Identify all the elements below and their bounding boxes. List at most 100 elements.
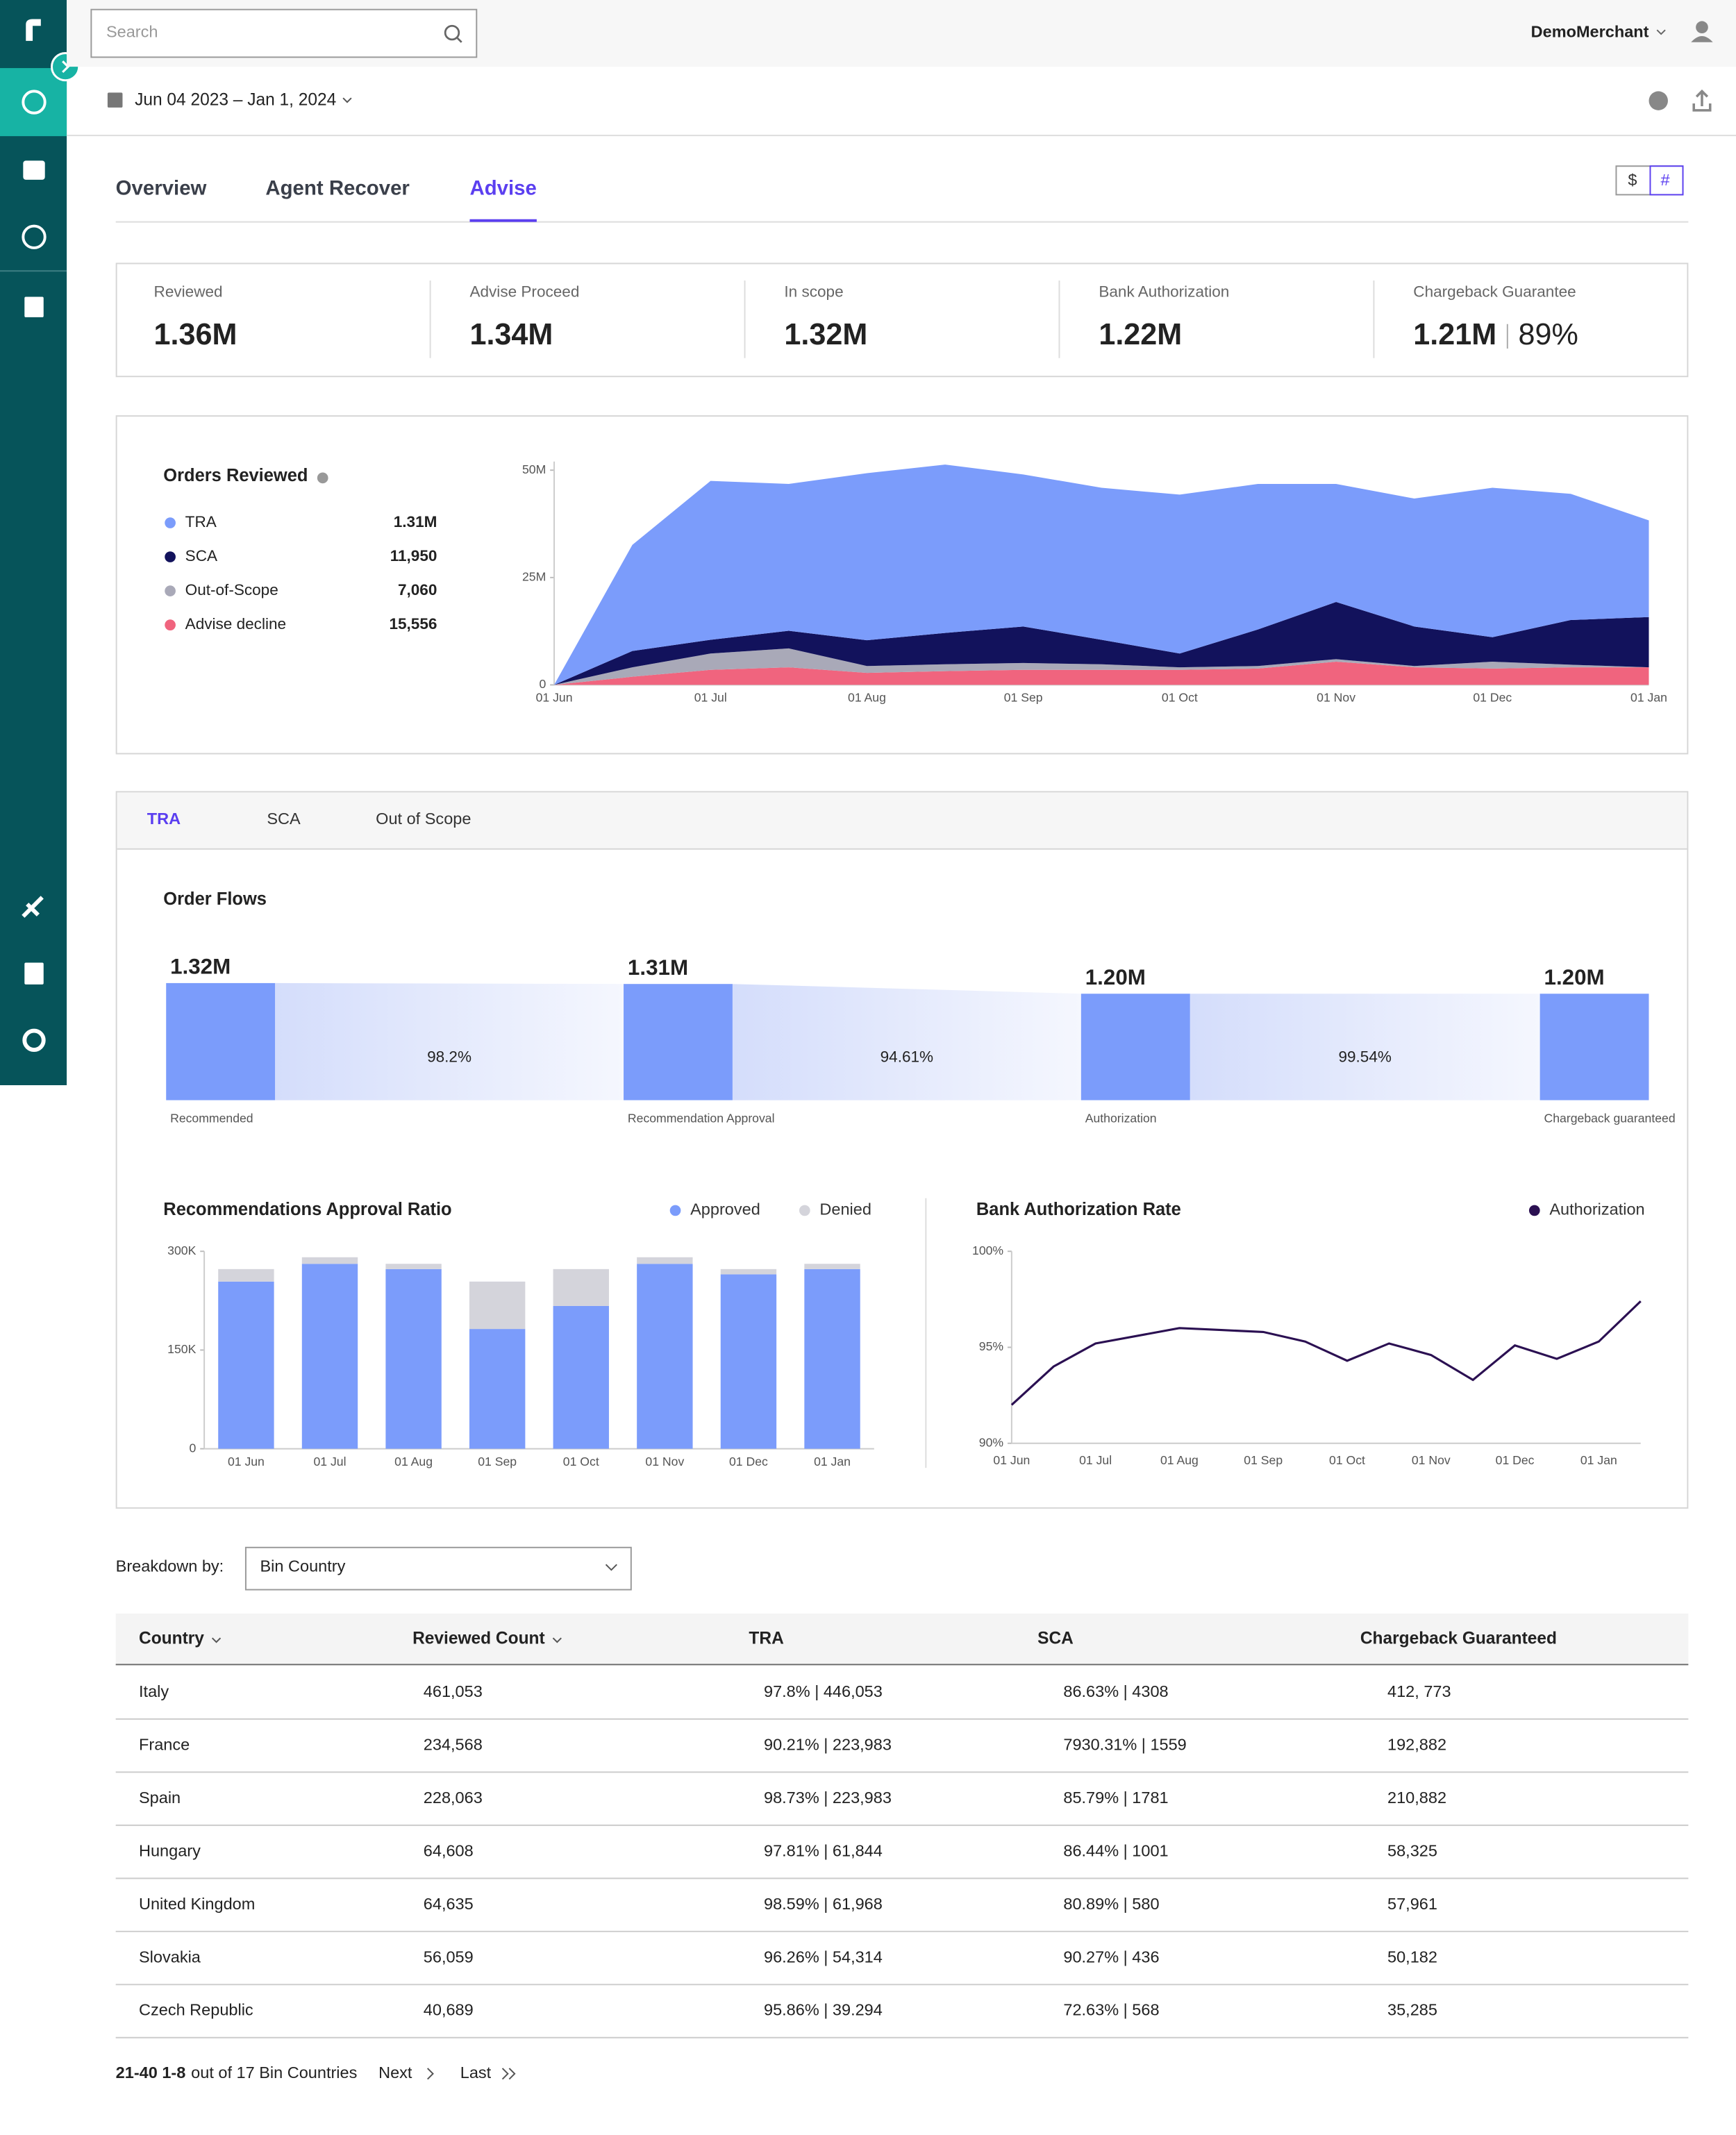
table-cell: 90.21% | 223,983 <box>764 1735 892 1753</box>
orders-card <box>115 415 1689 755</box>
info-icon[interactable] <box>317 472 328 484</box>
x-tick-label: 01 Jul <box>313 1455 346 1468</box>
legend-dot <box>669 1205 681 1216</box>
x-tick-label: 01 Aug <box>394 1455 433 1468</box>
bar <box>385 1264 442 1269</box>
bar <box>804 1269 860 1449</box>
x-tick-label: 01 Sep <box>478 1455 517 1468</box>
kpi-value: 1.34M <box>469 318 553 351</box>
legend-name: Denied <box>819 1200 871 1219</box>
search-placeholder: Search <box>106 22 158 40</box>
x-tick-label: 01 Jun <box>536 691 573 705</box>
table-header <box>115 1613 1689 1664</box>
flow-bar <box>1539 994 1649 1100</box>
column-header: TRA <box>749 1630 784 1648</box>
area <box>554 602 1649 685</box>
icon-billing[interactable] <box>24 962 44 985</box>
user-icon[interactable] <box>1696 21 1708 34</box>
kpi-label: Reviewed <box>154 283 223 301</box>
table-cell: 35,285 <box>1387 2001 1437 2019</box>
flow-value: 1.20M <box>1085 965 1146 989</box>
table-cell: Hungary <box>139 1841 201 1859</box>
table-cell: 64,635 <box>424 1895 474 1913</box>
tab[interactable]: Advise <box>469 176 536 199</box>
legend-dot <box>165 551 176 562</box>
pagination-last[interactable]: Last <box>460 2063 492 2082</box>
calendar-icon[interactable] <box>107 92 123 108</box>
line <box>1010 1300 1642 1406</box>
sort-chevron <box>211 1637 222 1643</box>
tab[interactable]: Overview <box>116 176 207 199</box>
legend-dot <box>165 619 176 630</box>
bar <box>720 1274 777 1449</box>
x-tick-label: 01 Sep <box>1244 1453 1283 1467</box>
chart-title: Recommendations Approval Ratio <box>163 1200 451 1219</box>
bar <box>553 1305 609 1449</box>
legend-dot <box>799 1205 810 1216</box>
x-tick-label: 01 Oct <box>563 1455 599 1468</box>
legend-total: 1.31M <box>394 513 437 530</box>
bar <box>218 1269 274 1282</box>
x-tick-label: 01 Jan <box>1630 691 1667 705</box>
breakdown-select[interactable] <box>244 1546 632 1591</box>
pagination-next[interactable]: Next <box>378 2063 412 2082</box>
legend-name: TRA <box>185 513 217 530</box>
y-tick-label: 100% <box>972 1244 1003 1257</box>
unit-toggle-active[interactable] <box>1649 165 1684 196</box>
icon-plug[interactable] <box>22 896 44 918</box>
unit-toggle-option[interactable]: $ <box>1628 171 1637 189</box>
search-icon[interactable] <box>444 24 460 41</box>
history-icon[interactable] <box>1649 91 1668 110</box>
sort-chevron <box>552 1637 562 1643</box>
search-box[interactable] <box>90 8 478 58</box>
x-tick-label: 01 Jun <box>993 1453 1030 1467</box>
table-cell: 86.44% | 1001 <box>1063 1841 1168 1859</box>
kpi-card <box>115 262 1689 378</box>
table-cell: 40,689 <box>424 2001 474 2019</box>
area <box>554 662 1649 685</box>
legend-name: SCA <box>185 547 217 564</box>
table-cell: 98.59% | 61,968 <box>764 1895 883 1913</box>
tab[interactable]: Agent Recover <box>265 176 410 199</box>
y-tick-label: 50M <box>522 462 546 476</box>
bar <box>637 1264 693 1449</box>
unit-toggle-option[interactable]: # <box>1660 171 1669 189</box>
icon-agent[interactable] <box>22 224 47 249</box>
merchant-name[interactable]: DemoMerchant <box>1531 22 1649 40</box>
x-tick-label: 01 Nov <box>645 1455 684 1468</box>
table-cell: 412, 773 <box>1387 1682 1451 1700</box>
table-cell: 56,059 <box>424 1948 474 1966</box>
export-icon[interactable] <box>1692 89 1712 112</box>
table-cell: 50,182 <box>1387 1948 1437 1966</box>
sub-tab[interactable]: TRA <box>147 810 181 828</box>
sub-tab-bar <box>117 792 1687 848</box>
bar <box>553 1269 609 1306</box>
icon-docs[interactable] <box>24 296 44 317</box>
logo <box>26 19 41 41</box>
table-cell: 64,608 <box>424 1841 474 1859</box>
x-tick-label: 01 Nov <box>1412 1453 1451 1467</box>
column-header[interactable]: Reviewed Count <box>412 1630 545 1648</box>
x-tick-label: 01 Jan <box>1580 1453 1617 1467</box>
chevron <box>605 1564 617 1571</box>
y-tick-label: 150K <box>167 1342 196 1356</box>
icon-shield[interactable] <box>23 160 45 180</box>
sub-tab[interactable]: SCA <box>267 810 301 828</box>
icon-settings[interactable] <box>22 1028 46 1052</box>
search-icon <box>456 37 462 43</box>
y-tick-label: 95% <box>979 1339 1004 1353</box>
table-cell: Slovakia <box>139 1948 201 1966</box>
date-range[interactable]: Jun 04 2023 – Jan 1, 2024 <box>135 91 336 110</box>
sub-tab[interactable]: Out of Scope <box>376 810 471 828</box>
kpi-value: 1.32M <box>784 318 867 351</box>
icon-dollar[interactable] <box>22 90 47 115</box>
x-tick-label: 01 Jul <box>1079 1453 1112 1467</box>
kpi-label: Chargeback Guarantee <box>1413 283 1576 301</box>
column-header: SCA <box>1037 1630 1074 1648</box>
flow-value: 1.32M <box>170 955 231 979</box>
tab-underline <box>469 219 537 222</box>
sidebar-active[interactable] <box>0 68 67 137</box>
flow-connector <box>275 982 624 1100</box>
chart-title: Orders Reviewed <box>163 466 308 485</box>
column-header[interactable]: Country <box>139 1630 204 1648</box>
